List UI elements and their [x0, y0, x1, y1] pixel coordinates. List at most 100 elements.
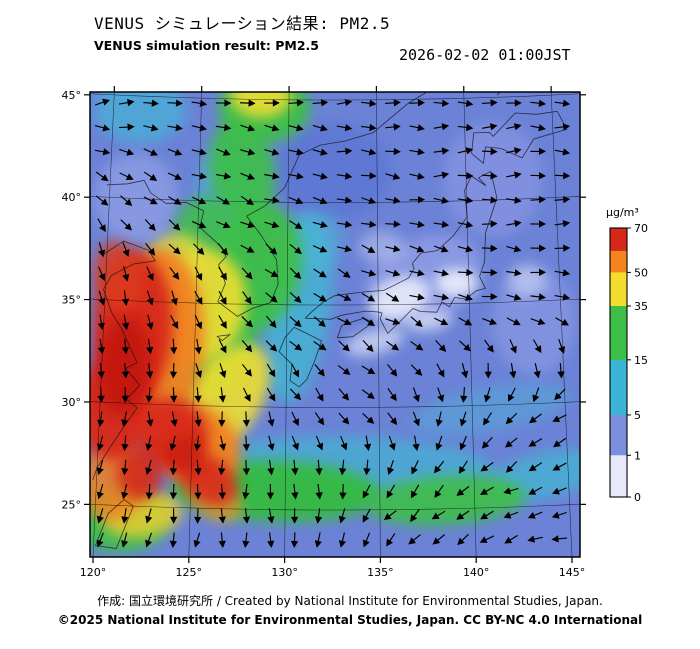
wind-arrow — [554, 123, 571, 131]
wind-arrow — [145, 483, 153, 500]
wind-arrow — [385, 99, 401, 107]
wind-arrow — [121, 290, 130, 306]
heat-region — [507, 264, 547, 298]
colorbar-segment — [610, 272, 627, 307]
wind-arrow — [191, 220, 207, 229]
wind-arrow — [288, 196, 304, 205]
wind-arrow — [336, 147, 353, 155]
wind-arrow — [410, 484, 420, 499]
wind-arrow — [96, 508, 104, 524]
wind-arrow — [509, 362, 517, 379]
wind-arrow — [551, 535, 568, 543]
wind-arrow — [481, 172, 498, 180]
wind-arrow — [435, 435, 443, 451]
colorbar-segment — [610, 250, 627, 273]
lon-tick-label: 120° — [80, 566, 107, 579]
wind-arrow — [409, 124, 425, 132]
wind-arrow — [218, 411, 226, 428]
coastline-kyushu — [278, 327, 323, 388]
wind-arrow — [120, 219, 133, 231]
wind-arrow — [506, 269, 522, 277]
wind-arrow — [194, 387, 202, 403]
wind-arrow — [240, 148, 256, 156]
wind-arrow — [264, 268, 279, 278]
wind-arrow — [458, 460, 468, 474]
wind-arrow — [288, 148, 304, 156]
wind-arrow — [457, 147, 474, 155]
wind-arrow — [242, 411, 250, 428]
wind-arrow — [457, 533, 469, 546]
wind-arrow — [218, 387, 226, 403]
wind-arrow — [506, 99, 522, 107]
title-english: VENUS simulation result: PM2.5 — [94, 38, 319, 53]
wind-arrow — [336, 196, 353, 204]
wind-arrow — [121, 435, 129, 452]
wind-arrow — [242, 508, 251, 524]
copyright-line: ©2025 National Institute for Environment… — [57, 613, 643, 627]
wind-arrow — [456, 486, 470, 496]
colorbar-segment — [610, 415, 627, 456]
wind-arrow — [242, 435, 250, 452]
wind-arrow — [169, 362, 178, 379]
wind-arrow — [458, 317, 473, 326]
wind-arrow — [361, 389, 375, 399]
wind-arrow — [361, 316, 375, 327]
wind-arrow — [218, 483, 226, 500]
wind-arrow — [409, 196, 426, 204]
wind-arrow — [194, 459, 202, 476]
wind-arrow — [387, 459, 395, 475]
wind-arrow — [551, 511, 567, 519]
wind-arrow — [191, 124, 207, 132]
parallel-line — [90, 401, 580, 408]
wind-arrow — [337, 268, 351, 278]
wind-arrow — [122, 242, 130, 258]
wind-arrow — [362, 340, 374, 353]
wind-arrow — [146, 314, 154, 330]
wind-arrow — [143, 124, 159, 132]
wind-arrow — [169, 508, 178, 524]
coastline-taiwan — [95, 499, 134, 549]
wind-arrow — [241, 339, 253, 353]
wind-arrow — [314, 364, 325, 377]
wind-arrow — [167, 148, 183, 156]
wind-arrow — [291, 363, 300, 378]
wind-arrow — [506, 196, 522, 204]
wind-arrow — [242, 291, 252, 305]
wind-arrow — [95, 195, 109, 206]
wind-arrow — [216, 148, 231, 156]
wind-arrow — [143, 196, 158, 205]
wind-arrow — [435, 411, 443, 427]
wind-arrow — [195, 363, 203, 379]
wind-arrow — [433, 171, 450, 179]
wind-arrow — [434, 484, 444, 498]
wind-arrow — [408, 534, 421, 545]
heat-region — [93, 241, 144, 311]
wind-arrow — [266, 363, 276, 378]
wind-arrow — [530, 293, 546, 301]
wind-arrow — [506, 147, 522, 155]
wind-arrow — [167, 172, 183, 180]
wind-arrow — [120, 195, 133, 207]
colorbar-unit-label: µg/m³ — [606, 206, 639, 219]
wind-arrow — [121, 387, 129, 403]
wind-arrow — [552, 487, 567, 495]
colorbar-tick-label: 70 — [634, 222, 648, 235]
wind-arrow — [385, 172, 401, 180]
pm25-map-plot: 45° 40° 35° 30° 25° 120° 125° 130° 135° 140° 145° 7… — [62, 86, 648, 579]
wind-arrow — [121, 338, 130, 355]
wind-arrow — [265, 243, 278, 255]
colorbar-tick-label: 1 — [634, 449, 641, 462]
colorbar-tick-label: 50 — [634, 266, 648, 279]
wind-arrow — [337, 293, 352, 301]
wind-arrow — [362, 413, 375, 424]
wind-arrow — [554, 269, 571, 277]
wind-arrow — [191, 148, 207, 156]
wind-arrow — [145, 387, 153, 403]
wind-arrow — [312, 221, 328, 229]
wind-arrow — [530, 99, 546, 107]
wind-arrow — [312, 124, 328, 132]
wind-arrow — [312, 172, 328, 180]
wind-arrow — [119, 148, 135, 156]
wind-arrow — [554, 99, 571, 107]
wind-arrow — [553, 437, 567, 448]
